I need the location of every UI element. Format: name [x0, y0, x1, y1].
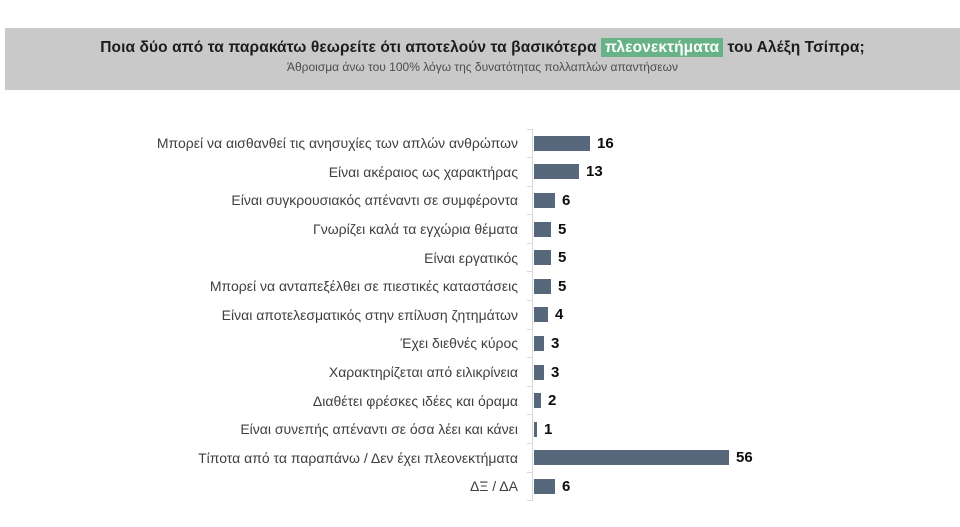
bar [534, 164, 579, 180]
bar [534, 221, 551, 237]
chart-row: Έχει διεθνές κύρος 3 [0, 328, 960, 358]
bar-chart: Μπορεί να αισθανθεί τις ανησυχίες των απ… [0, 128, 960, 501]
category-label: Μπορεί να αισθανθεί τις ανησυχίες των απ… [156, 135, 518, 152]
category-label: Είναι εργατικός [424, 249, 518, 266]
chart-row: Μπορεί να αισθανθεί τις ανησυχίες των απ… [0, 128, 960, 158]
value-label: 4 [555, 306, 564, 324]
value-label: 1 [544, 420, 553, 438]
chart-row: Γνωρίζει καλά τα εγχώρια θέματα 5 [0, 214, 960, 244]
plot-area: 6 [527, 471, 960, 501]
value-label: 13 [586, 163, 603, 181]
category-label: Χαρακτηρίζεται από ειλικρίνεια [328, 364, 518, 381]
bar [534, 364, 544, 380]
bar [534, 421, 537, 437]
bar [534, 335, 544, 351]
value-label: 5 [558, 220, 567, 238]
chart-row: Είναι εργατικός 5 [0, 242, 960, 272]
category-label: ΔΞ / ΔΑ [469, 478, 518, 495]
bar [534, 450, 729, 466]
bar [534, 478, 555, 494]
chart-title: Ποια δύο από τα παρακάτω θεωρείτε ότι απ… [5, 38, 960, 57]
chart-row: Τίποτα από τα παραπάνω / Δεν έχει πλεονε… [0, 443, 960, 473]
chart-row: Είναι συγκρουσιακός απέναντι σε συμφέρον… [0, 185, 960, 215]
category-label: Διαθέτει φρέσκες ιδέες και όραμα [312, 392, 518, 409]
category-label: Μπορεί να ανταπεξέλθει σε πιεστικές κατα… [209, 278, 518, 295]
title-text-before: Ποια δύο από τα παρακάτω θεωρείτε ότι απ… [100, 39, 601, 56]
chart-row: Χαρακτηρίζεται από ειλικρίνεια 3 [0, 357, 960, 387]
category-label: Είναι συγκρουσιακός απέναντι σε συμφέρον… [231, 192, 518, 209]
value-label: 3 [551, 334, 560, 352]
plot-area: 1 [527, 414, 960, 444]
value-label: 6 [562, 191, 571, 209]
category-label: Είναι ακέραιος ως χαρακτήρας [328, 163, 518, 180]
title-text-after: του Αλέξη Τσίπρα; [723, 39, 865, 56]
plot-area: 3 [527, 357, 960, 387]
bar [534, 250, 551, 266]
bar [534, 135, 590, 151]
chart-row: Είναι συνεπής απέναντι σε όσα λέει και κ… [0, 414, 960, 444]
value-label: 3 [551, 363, 560, 381]
category-label: Είναι αποτελεσματικός στην επίλυση ζητημ… [221, 306, 518, 323]
value-label: 5 [558, 249, 567, 267]
chart-row: Είναι αποτελεσματικός στην επίλυση ζητημ… [0, 300, 960, 330]
value-label: 2 [548, 392, 557, 410]
value-label: 6 [562, 477, 571, 495]
plot-area: 3 [527, 328, 960, 358]
category-label: Γνωρίζει καλά τα εγχώρια θέματα [313, 221, 518, 238]
category-label: Έχει διεθνές κύρος [400, 335, 518, 352]
plot-area: 6 [527, 185, 960, 215]
value-label: 5 [558, 277, 567, 295]
value-label: 56 [736, 449, 753, 467]
bar [534, 278, 551, 294]
chart-subtitle: Άθροισμα άνω του 100% λόγω της δυνατότητ… [286, 60, 679, 74]
highlighted-word: πλεονεκτήματα [601, 38, 724, 57]
plot-area: 56 [527, 443, 960, 473]
chart-row: ΔΞ / ΔΑ 6 [0, 471, 960, 501]
chart-row: Διαθέτει φρέσκες ιδέες και όραμα 2 [0, 385, 960, 415]
plot-area: 5 [527, 271, 960, 301]
bar [534, 307, 548, 323]
plot-area: 2 [527, 385, 960, 415]
category-label: Είναι συνεπής απέναντι σε όσα λέει και κ… [240, 421, 518, 438]
plot-area: 16 [527, 128, 960, 158]
bar [534, 192, 555, 208]
header-band: Ποια δύο από τα παρακάτω θεωρείτε ότι απ… [5, 28, 960, 90]
plot-area: 5 [527, 242, 960, 272]
chart-row: Είναι ακέραιος ως χαρακτήρας 13 [0, 157, 960, 187]
category-label: Τίποτα από τα παραπάνω / Δεν έχει πλεονε… [198, 449, 518, 466]
plot-area: 5 [527, 214, 960, 244]
chart-row: Μπορεί να ανταπεξέλθει σε πιεστικές κατα… [0, 271, 960, 301]
bar [534, 393, 541, 409]
plot-area: 4 [527, 300, 960, 330]
plot-area: 13 [527, 157, 960, 187]
value-label: 16 [597, 134, 614, 152]
